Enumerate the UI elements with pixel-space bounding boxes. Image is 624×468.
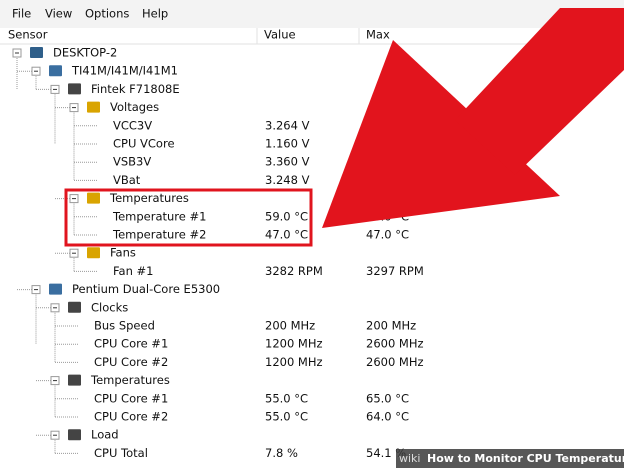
node-icon (87, 101, 100, 113)
node-label[interactable]: Load (91, 428, 119, 442)
sensor-label[interactable]: CPU Core #2 (94, 355, 168, 369)
node-label[interactable]: Temperatures (109, 191, 189, 205)
sensor-value: 3.360 V (265, 155, 310, 169)
sensor-max: 2600 MHz (366, 337, 424, 351)
node-label[interactable]: Fans (110, 246, 136, 260)
menu-item[interactable]: View (45, 7, 72, 21)
sensor-label[interactable]: CPU Core #1 (94, 337, 168, 351)
node-icon (68, 429, 81, 441)
node-icon (49, 283, 62, 295)
node-icon (87, 192, 100, 204)
sensor-label[interactable]: CPU Total (94, 446, 148, 460)
sensor-max: 64.0 °C (366, 410, 409, 424)
sensor-max: 65.0 °C (366, 391, 409, 405)
sensor-value: 1200 MHz (265, 337, 323, 351)
sensor-max: 3297 RPM (366, 264, 424, 278)
watermark-bar (396, 449, 624, 468)
sensor-value: 55.0 °C (265, 410, 308, 424)
column-header (0, 28, 624, 44)
sensor-value: 1200 MHz (265, 355, 323, 369)
menu-item[interactable]: Options (85, 7, 129, 21)
node-label[interactable]: Pentium Dual-Core E5300 (72, 282, 220, 296)
sensor-label[interactable]: Temperature #1 (112, 209, 206, 223)
sensor-value: 3282 RPM (265, 264, 323, 278)
node-label[interactable]: Clocks (91, 300, 128, 314)
node-label[interactable]: TI41M/I41M/I41M1 (71, 64, 178, 78)
sensor-label[interactable]: VCC3V (113, 118, 152, 132)
sensor-label[interactable]: VBat (113, 173, 141, 187)
sensor-value: 3.264 V (265, 118, 310, 132)
watermark-title: How to Monitor CPU Temperature (427, 452, 624, 465)
sensor-label[interactable]: CPU VCore (113, 137, 175, 151)
sensor-value: 1.160 V (265, 137, 310, 151)
sensor-label[interactable]: VSB3V (113, 155, 151, 169)
sensor-label[interactable]: Temperature #2 (112, 228, 206, 242)
sensor-tree: DESKTOP-2 TI41M/I41M/I41M1 Fintek F71808E V… (12, 46, 424, 460)
node-label[interactable]: Voltages (110, 100, 159, 114)
node-icon (68, 301, 81, 313)
sensor-value: 3.248 V (265, 173, 310, 187)
sensor-value: 47.0 °C (265, 228, 308, 242)
menu-item[interactable]: File (12, 7, 31, 21)
arrow-shaft (455, 8, 624, 175)
sensor-max: 47.0 °C (366, 228, 409, 242)
node-icon (49, 65, 62, 77)
column-title[interactable]: Sensor (8, 28, 48, 42)
arrow-head (322, 40, 560, 228)
sensor-label[interactable]: CPU Core #2 (94, 410, 168, 424)
sensor-label[interactable]: CPU Core #1 (94, 391, 168, 405)
sensor-value: 200 MHz (265, 319, 315, 333)
sensor-max: 200 MHz (366, 319, 416, 333)
node-icon (68, 374, 81, 386)
column-title[interactable]: Value (264, 28, 296, 42)
sensor-value: 59.0 °C (265, 209, 308, 223)
column-title[interactable]: Max (366, 28, 390, 42)
menu-item[interactable]: Help (142, 7, 168, 21)
sensor-value: 55.0 °C (265, 391, 308, 405)
node-icon (30, 47, 43, 58)
node-label[interactable]: DESKTOP-2 (53, 46, 117, 60)
sensor-label[interactable]: Bus Speed (94, 319, 155, 333)
node-label[interactable]: Fintek F71808E (91, 82, 180, 96)
menu-bar (0, 0, 624, 28)
sensor-label[interactable]: Fan #1 (113, 264, 154, 278)
node-label[interactable]: Temperatures (90, 373, 170, 387)
highlight-box (64, 188, 313, 247)
watermark-brand: wiki (399, 452, 420, 465)
sensor-max: 2600 MHz (366, 355, 424, 369)
sensor-value: 7.8 % (265, 446, 298, 460)
node-icon (68, 83, 81, 95)
node-icon (87, 247, 100, 259)
